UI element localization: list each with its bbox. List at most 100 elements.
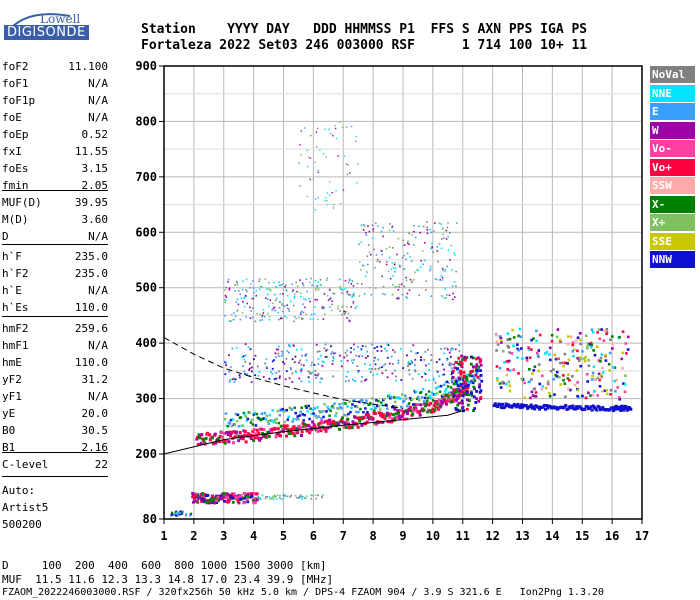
- echo-point: [225, 296, 228, 299]
- echo-point: [403, 244, 406, 246]
- echo-point: [398, 283, 401, 286]
- echo-point: [388, 246, 391, 248]
- x-trace-point: [229, 418, 233, 422]
- echo-point: [358, 243, 360, 246]
- param-value: 3.60: [81, 213, 109, 226]
- f-trace-point: [405, 411, 409, 415]
- param-value: 2.16: [81, 441, 109, 454]
- echo-point: [615, 378, 618, 382]
- echo-point: [384, 369, 387, 372]
- echo-point: [338, 354, 341, 357]
- echo-point: [229, 494, 233, 498]
- echo-point: [290, 494, 292, 497]
- echo-point: [269, 289, 272, 292]
- x-trace-point: [355, 410, 358, 414]
- echo-point: [475, 363, 479, 367]
- f-trace-point: [296, 431, 300, 435]
- echo-point: [200, 499, 203, 503]
- echo-point: [465, 377, 468, 381]
- echo-point: [305, 495, 308, 498]
- f-trace-point: [308, 431, 312, 435]
- f-trace-point: [345, 419, 349, 423]
- echo-point: [278, 284, 281, 287]
- echo-point: [349, 351, 352, 354]
- echo-point: [431, 242, 433, 245]
- echo-point: [239, 293, 241, 295]
- echo-point: [408, 232, 410, 235]
- echo-point: [394, 267, 397, 270]
- echo-point: [275, 297, 278, 300]
- x-trace-point: [399, 397, 402, 400]
- x-trace-point: [446, 385, 450, 388]
- echo-point: [353, 348, 356, 351]
- echo-point: [250, 310, 252, 312]
- f-trace-point: [323, 427, 327, 431]
- echo-point: [374, 266, 376, 269]
- echo-point: [293, 295, 296, 298]
- echo-point: [231, 492, 234, 496]
- echo-point: [341, 292, 344, 294]
- echo-point: [246, 290, 248, 293]
- echo-point: [471, 369, 475, 373]
- echo-point: [396, 297, 399, 300]
- echo-point: [310, 277, 313, 280]
- echo-point: [206, 499, 210, 502]
- echo-point: [394, 262, 396, 264]
- x-trace-point: [306, 409, 309, 413]
- echo-point: [409, 278, 412, 281]
- echo-point: [478, 385, 481, 389]
- echo-point: [424, 350, 427, 353]
- echo-point: [300, 310, 303, 313]
- param-name: foEs: [2, 162, 29, 175]
- nnw-trace-point: [601, 406, 605, 410]
- echo-point: [279, 301, 281, 303]
- f-trace-point: [259, 436, 263, 440]
- echo-point: [457, 376, 461, 380]
- echo-point: [239, 318, 242, 321]
- echo-point: [224, 289, 226, 291]
- echo-point: [438, 222, 441, 225]
- echo-point: [554, 357, 558, 361]
- echo-point: [270, 371, 272, 373]
- echo-point: [405, 258, 407, 261]
- x-trace-point: [326, 405, 329, 409]
- echo-point: [400, 379, 403, 381]
- echo-point: [408, 373, 411, 376]
- echo-point: [360, 349, 363, 351]
- x-trace-point: [230, 424, 234, 428]
- param-name: yF1: [2, 390, 22, 403]
- echo-point: [430, 359, 433, 362]
- echo-point: [360, 348, 363, 350]
- echo-point: [385, 247, 388, 250]
- echo-point: [426, 232, 429, 235]
- echo-point: [475, 357, 478, 361]
- f-trace-point: [225, 430, 229, 434]
- echo-point: [506, 332, 510, 335]
- f-trace-point: [383, 416, 387, 420]
- echo-point: [397, 362, 400, 364]
- echo-point: [431, 246, 434, 248]
- echo-point: [425, 289, 427, 291]
- echo-point: [441, 295, 443, 297]
- echo-point: [562, 378, 565, 382]
- x-trace-point: [380, 401, 383, 404]
- echo-point: [618, 397, 622, 401]
- echo-point: [578, 332, 582, 335]
- echo-point: [590, 328, 594, 332]
- f-trace-point: [252, 428, 256, 432]
- echo-point: [266, 298, 269, 301]
- x-trace-point: [281, 407, 285, 411]
- x-trace-point: [369, 401, 372, 405]
- echo-point: [605, 392, 609, 396]
- echo-point: [476, 375, 480, 379]
- x-trace-point: [437, 385, 441, 388]
- echo-point: [279, 284, 282, 287]
- nnw-trace-point: [573, 407, 577, 411]
- echo-point: [441, 267, 444, 270]
- echo-point: [508, 351, 511, 354]
- echo-point: [271, 360, 274, 363]
- echo-point: [350, 125, 353, 128]
- echo-point: [294, 370, 297, 373]
- echo-point: [455, 361, 458, 364]
- x-trace-point: [275, 417, 279, 421]
